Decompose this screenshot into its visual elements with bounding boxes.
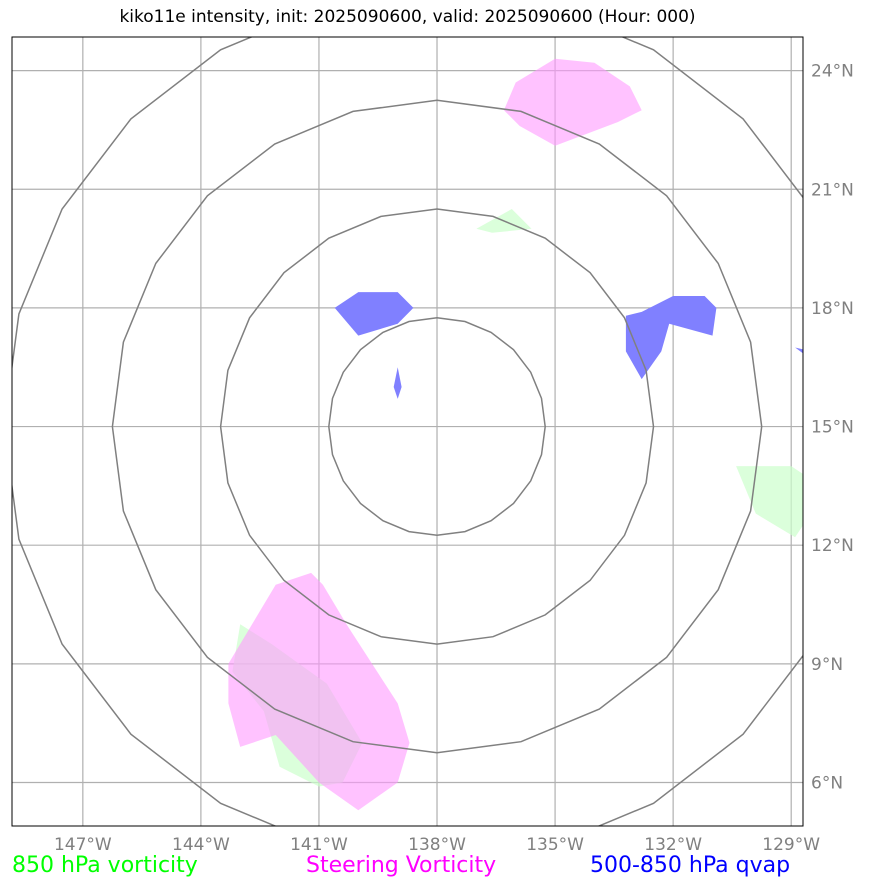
legend-500-850hpa-qvap: 500-850 hPa qvap bbox=[590, 853, 791, 878]
field-overlays bbox=[228, 58, 803, 811]
longitude-tick-label: 138°W bbox=[408, 835, 466, 855]
latitude-tick-label: 21°N bbox=[811, 180, 854, 200]
range-ring bbox=[328, 317, 546, 537]
longitude-tick-label: 141°W bbox=[290, 835, 348, 855]
legend-850hpa-vorticity: 850 hPa vorticity bbox=[12, 853, 198, 878]
850-hpa-vorticity-region bbox=[736, 466, 803, 538]
latitude-tick-label: 15°N bbox=[811, 418, 854, 438]
500-850-hpa-qvap-region bbox=[334, 292, 414, 336]
500-850-hpa-qvap-region bbox=[625, 296, 717, 380]
longitude-tick-label: 129°W bbox=[762, 835, 820, 855]
longitude-tick-label: 144°W bbox=[172, 835, 230, 855]
legend-steering-vorticity: Steering Vorticity bbox=[306, 853, 497, 878]
range-ring bbox=[12, 37, 803, 826]
500-850-hpa-qvap-region bbox=[795, 347, 803, 354]
map-title: kiko11e intensity, init: 2025090600, val… bbox=[119, 7, 696, 27]
latitude-tick-label: 12°N bbox=[811, 536, 854, 556]
longitude-tick-label: 135°W bbox=[526, 835, 584, 855]
longitude-tick-label: 132°W bbox=[644, 835, 702, 855]
latitude-tick-label: 24°N bbox=[811, 62, 854, 82]
range-ring bbox=[111, 99, 763, 754]
500-850-hpa-qvap-region bbox=[393, 367, 402, 399]
latitude-tick-label: 18°N bbox=[811, 299, 854, 319]
gridlines bbox=[12, 37, 803, 826]
latitude-tick-label: 6°N bbox=[811, 773, 843, 793]
map-frame bbox=[11, 36, 804, 827]
range-rings bbox=[12, 37, 803, 826]
latitude-tick-labels: 6°N 9°N 12°N 15°N 18°N 21°N 24°N bbox=[811, 62, 854, 794]
longitude-tick-label: 147°W bbox=[54, 835, 112, 855]
range-ring bbox=[219, 208, 655, 645]
steering-vorticity-region bbox=[228, 572, 410, 811]
latitude-tick-label: 9°N bbox=[811, 655, 843, 675]
steering-vorticity-region bbox=[503, 58, 642, 146]
longitude-tick-labels: 147°W 144°W 141°W 138°W 135°W 132°W 129°W bbox=[54, 835, 820, 855]
